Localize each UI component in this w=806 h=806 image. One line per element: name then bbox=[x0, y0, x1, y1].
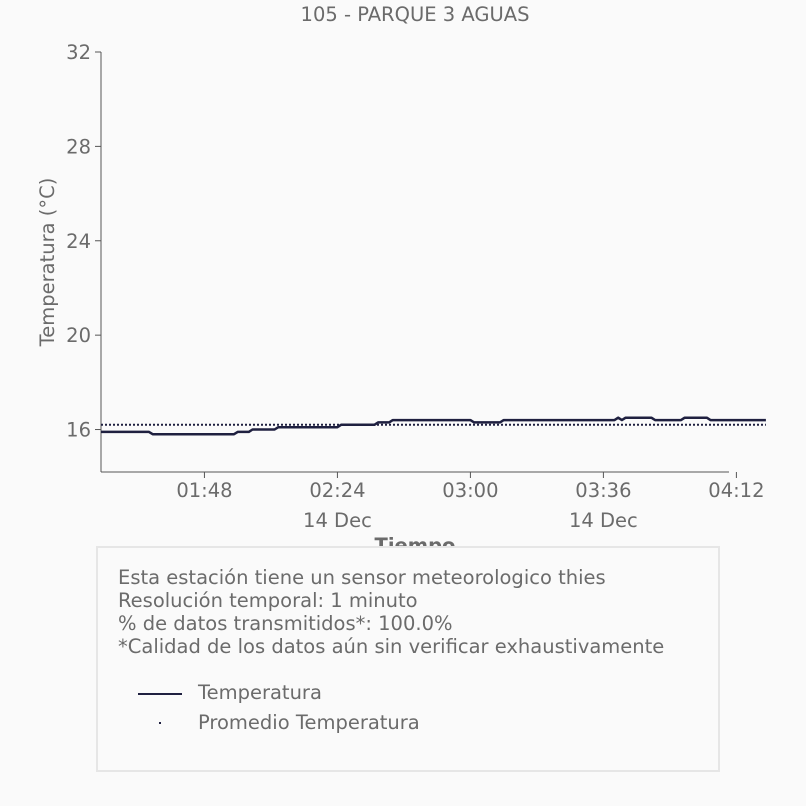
info-quality-note: *Calidad de los datos aún sin verificar … bbox=[118, 635, 665, 658]
y-tick-label: 16 bbox=[66, 419, 91, 442]
legend-solid-line-swatch bbox=[138, 693, 182, 695]
chart-title: 105 - PARQUE 3 AGUAS bbox=[301, 3, 530, 26]
temperature-chart: 105 - PARQUE 3 AGUAS Temperatura (°C) Ti… bbox=[36, 3, 766, 557]
y-tick-label: 20 bbox=[66, 324, 91, 347]
x-tick-label: 03:36 bbox=[575, 479, 631, 502]
info-transmitted-text: % de datos transmitidos*: 100.0% bbox=[118, 612, 453, 635]
x-tick-label: 04:12 bbox=[708, 479, 764, 502]
x-tick-date-label: 14 Dec bbox=[303, 509, 372, 532]
chart-axes: 16 20 24 28 32 01:48 02:24 14 Dec 03:00 03:36 14 D… bbox=[66, 41, 764, 532]
info-legend-box: Esta estación tiene un sensor meteorolog… bbox=[96, 546, 720, 772]
y-tick-label: 32 bbox=[66, 41, 91, 64]
x-tick-label: 02:24 bbox=[309, 479, 365, 502]
x-tick-date-label: 14 Dec bbox=[569, 509, 638, 532]
series-line-temperatura bbox=[101, 416, 766, 436]
legend-label-promedio: Promedio Temperatura bbox=[198, 711, 420, 734]
y-axis-label: Temperatura (°C) bbox=[36, 178, 59, 348]
y-tick-label: 28 bbox=[66, 135, 91, 158]
legend-label-temperatura: Temperatura bbox=[198, 681, 322, 704]
x-tick-label: 01:48 bbox=[176, 479, 232, 502]
x-tick-label: 03:00 bbox=[442, 479, 498, 502]
info-resolution-text: Resolución temporal: 1 minuto bbox=[118, 589, 418, 612]
y-tick-label: 24 bbox=[66, 230, 91, 253]
info-sensor-text: Esta estación tiene un sensor meteorolog… bbox=[118, 566, 606, 589]
station-info: Esta estación tiene un sensor meteorolog… bbox=[118, 566, 664, 658]
chart-series bbox=[101, 416, 766, 436]
